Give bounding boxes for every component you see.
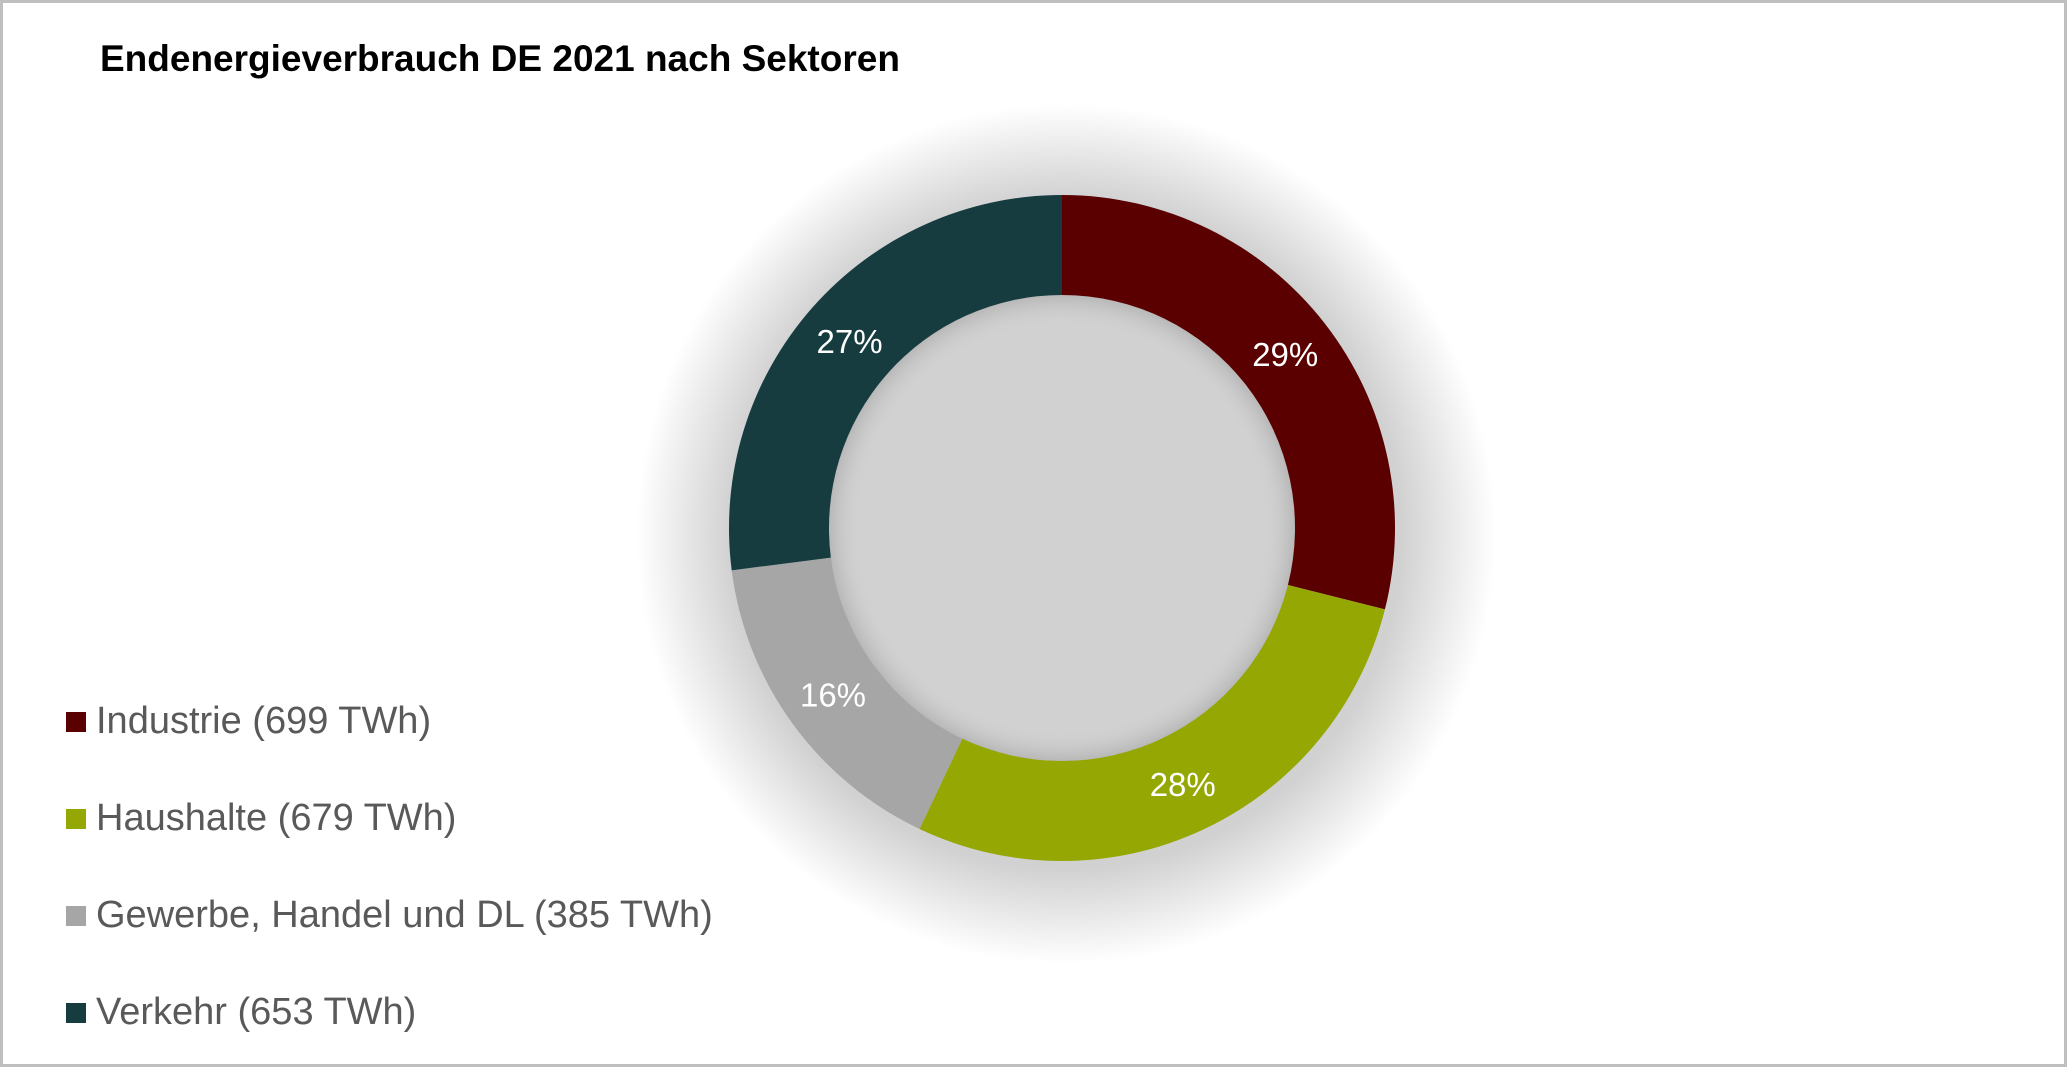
- slice-verkehr: [729, 195, 1062, 571]
- legend-item-verkehr: Verkehr (653 TWh): [66, 991, 416, 1034]
- legend-item-haushalte: Haushalte (679 TWh): [66, 797, 456, 840]
- legend-label: Verkehr (653 TWh): [96, 991, 417, 1033]
- slice-industrie: [1062, 195, 1395, 610]
- slice-gewerbe: [731, 557, 963, 829]
- data-label: 29%: [1252, 336, 1318, 373]
- data-label: 27%: [817, 323, 883, 360]
- chart-title: Endenergieverbrauch DE 2021 nach Sektore…: [100, 38, 900, 79]
- legend-label: Gewerbe, Handel und DL (385 TWh): [96, 894, 713, 936]
- legend-label: Industrie (699 TWh): [96, 700, 432, 742]
- slice-haushalte: [919, 584, 1385, 862]
- data-label: 28%: [1150, 766, 1216, 803]
- legend-swatch: [66, 1002, 86, 1023]
- legend-item-industrie: Industrie (699 TWh): [66, 700, 431, 743]
- legend-label: Haushalte (679 TWh): [96, 797, 457, 839]
- donut-hole-shade: [829, 295, 1295, 761]
- legend-swatch: [66, 905, 86, 926]
- legend-swatch: [66, 808, 86, 829]
- legend-item-gewerbe: Gewerbe, Handel und DL (385 TWh): [66, 894, 713, 937]
- data-label: 16%: [800, 676, 866, 713]
- legend-swatch: [66, 711, 86, 732]
